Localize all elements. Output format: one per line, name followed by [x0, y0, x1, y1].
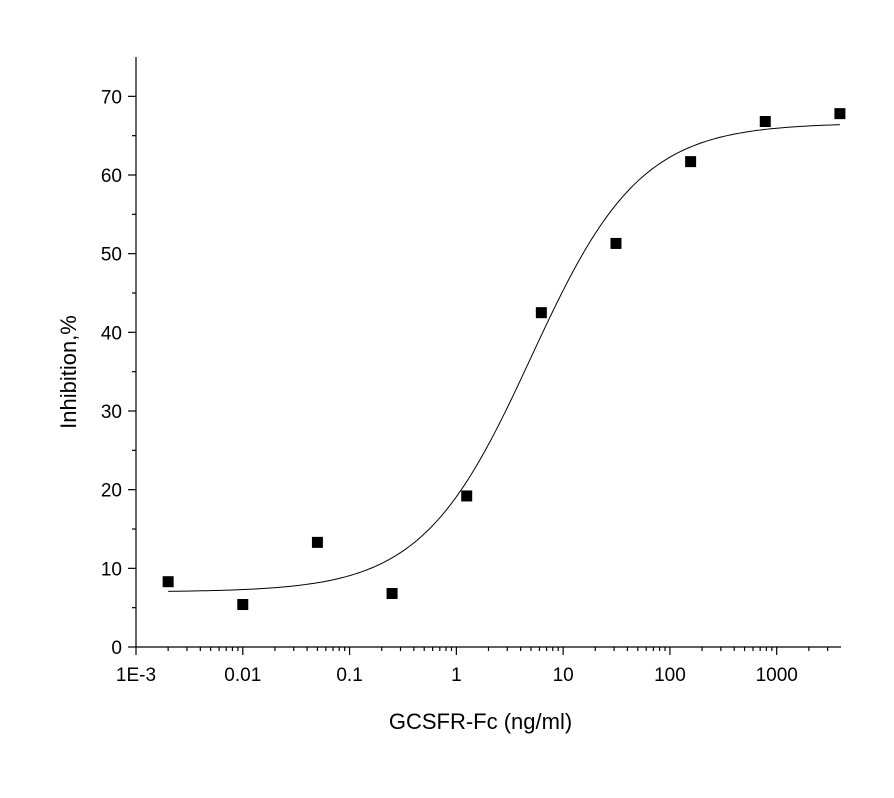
- x-tick-label: 100: [654, 665, 686, 686]
- data-points: [162, 108, 846, 611]
- x-tick-label: 1E-3: [116, 665, 156, 686]
- y-tick-label: 20: [101, 481, 122, 502]
- y-tick-label: 10: [101, 559, 122, 580]
- y-axis-title: Inhibition,%: [56, 315, 81, 429]
- x-tick-label: 10: [553, 665, 574, 686]
- data-point: [162, 576, 174, 588]
- x-tick-label: 1000: [756, 665, 798, 686]
- x-tick-label: 0.01: [224, 665, 261, 686]
- data-point: [237, 599, 249, 611]
- x-ticks: 1E-3 0.01 0.1 1 10 100 1000: [116, 647, 829, 686]
- y-tick-label: 50: [101, 245, 122, 266]
- data-point: [834, 108, 846, 120]
- x-axis: 1E-3 0.01 0.1 1 10 100 1000: [116, 646, 841, 686]
- data-point: [461, 490, 473, 502]
- y-axis: 0 10 20 30 40 50 60 70: [101, 57, 137, 659]
- y-tick-label: 0: [111, 638, 122, 659]
- fit-curve: [168, 124, 840, 592]
- data-point: [759, 116, 771, 128]
- data-point: [386, 588, 398, 600]
- x-axis-title: GCSFR-Fc (ng/ml): [389, 709, 572, 734]
- data-point: [685, 156, 697, 168]
- y-ticks: 0 10 20 30 40 50 60 70: [101, 87, 136, 659]
- y-tick-label: 70: [101, 87, 122, 108]
- data-point: [535, 307, 547, 319]
- y-tick-label: 30: [101, 402, 122, 423]
- x-tick-label: 0.1: [336, 665, 362, 686]
- y-tick-label: 60: [101, 166, 122, 187]
- data-point: [311, 536, 323, 548]
- y-tick-label: 40: [101, 323, 122, 344]
- data-point: [610, 237, 622, 249]
- x-tick-label: 1: [451, 665, 462, 686]
